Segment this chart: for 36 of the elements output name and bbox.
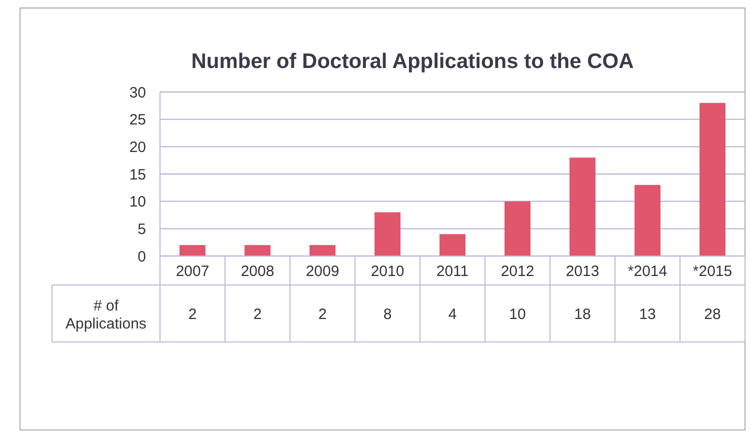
bar [440, 234, 466, 256]
bar [374, 212, 400, 256]
y-tick-label: 15 [129, 166, 146, 184]
y-tick-label: 0 [138, 248, 146, 266]
bar [700, 102, 726, 256]
data-label: 2 [318, 306, 327, 323]
text: # of Applications [66, 298, 146, 332]
x-tick-label: 2011 [436, 262, 469, 280]
x-tick-label: 2009 [306, 262, 340, 280]
data-label: 13 [639, 306, 656, 323]
data-label: 28 [704, 306, 721, 323]
y-tick-label: 10 [129, 194, 146, 211]
bar [504, 201, 530, 256]
data-label: 4 [448, 306, 457, 323]
chart-title: Number of Doctoral Applications to the COA [191, 50, 634, 73]
x-tick-label: 2007 [176, 262, 210, 280]
data-label: 8 [383, 306, 392, 323]
x-tick-label: *2014 [628, 262, 668, 280]
y-tick-label: 20 [129, 138, 146, 156]
data-label: 18 [574, 306, 591, 323]
bar [180, 245, 206, 256]
y-tick-label: 25 [129, 112, 146, 129]
data-label: 2 [253, 306, 262, 323]
bar [634, 184, 660, 256]
x-tick-label: 2013 [566, 262, 600, 280]
x-tick-label: *2015 [692, 262, 732, 280]
y-tick-label: 30 [129, 84, 146, 102]
x-tick-label: 2010 [370, 262, 404, 280]
bar [244, 245, 270, 256]
y-tick-label: 5 [138, 220, 146, 238]
data-label: 2 [188, 306, 197, 323]
data-label: 10 [509, 306, 526, 323]
x-tick-label: 2008 [240, 262, 274, 280]
bar [310, 245, 336, 256]
bar [570, 158, 596, 256]
x-tick-label: 2012 [500, 262, 534, 280]
